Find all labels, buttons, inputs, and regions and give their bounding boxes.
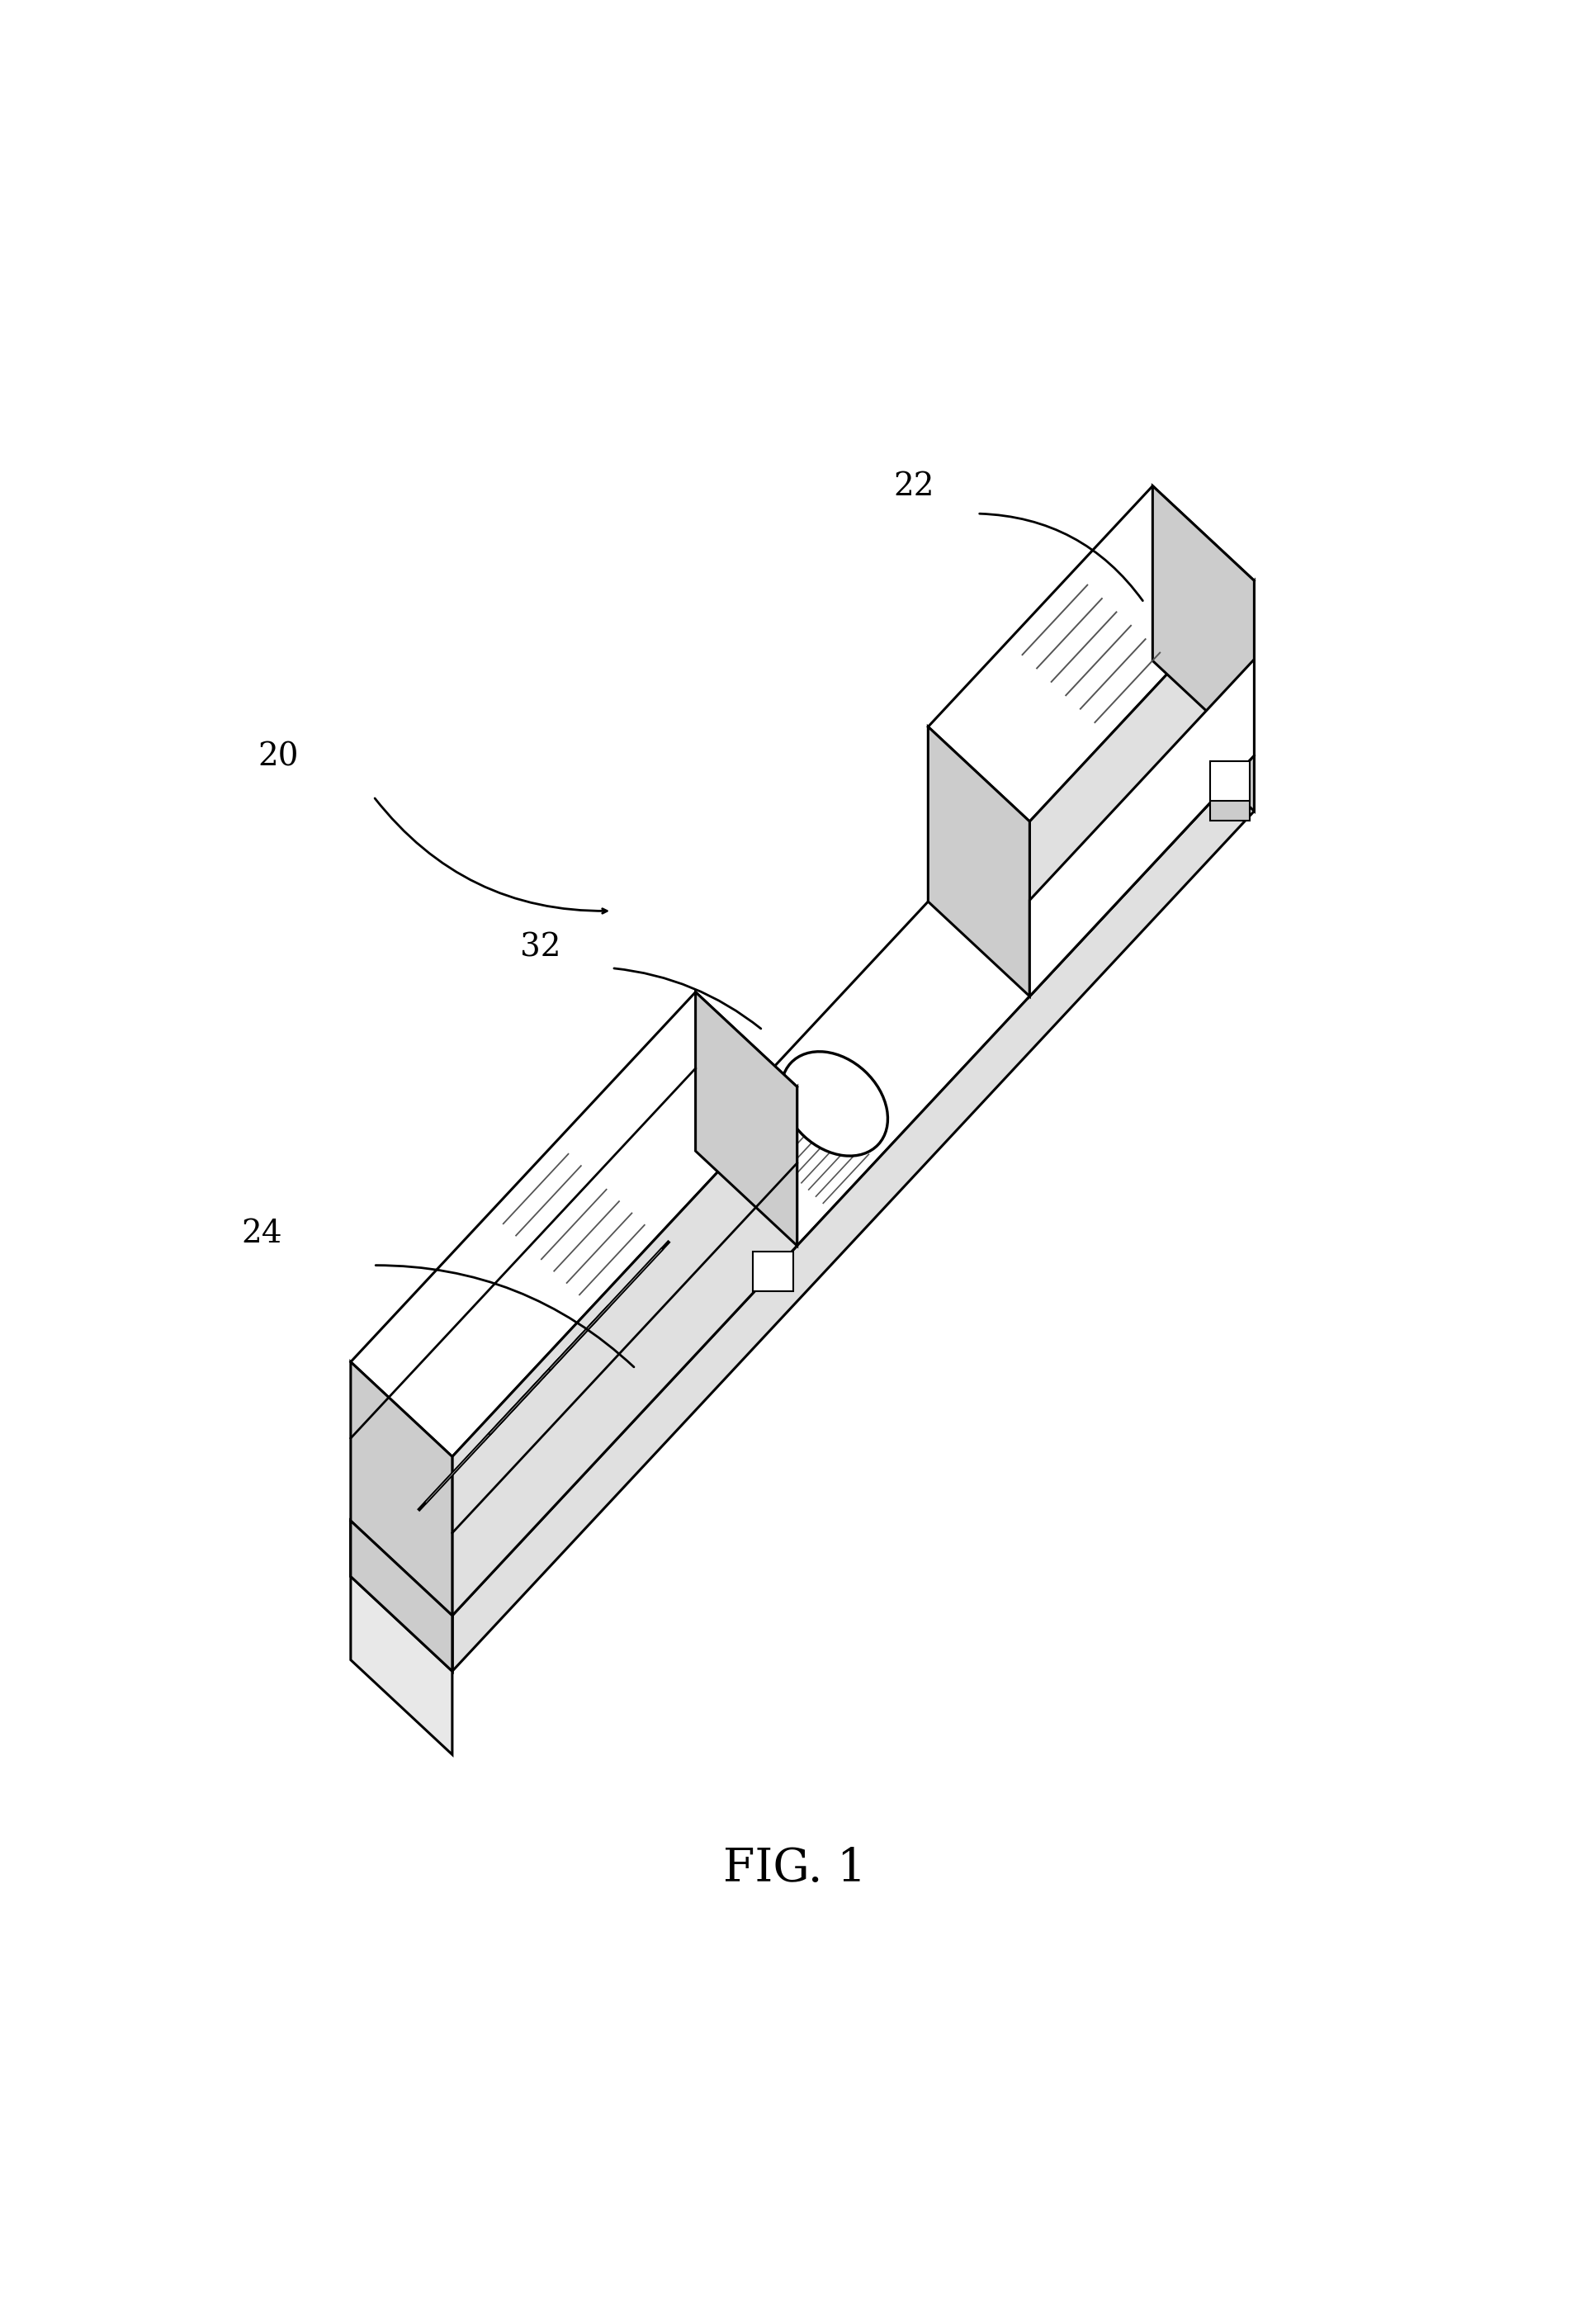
Polygon shape — [351, 1520, 453, 1671]
Polygon shape — [1211, 781, 1251, 820]
Polygon shape — [351, 1520, 453, 1671]
Text: 20: 20 — [257, 741, 299, 772]
Polygon shape — [489, 1313, 602, 1434]
Ellipse shape — [782, 1050, 888, 1155]
Text: 22: 22 — [893, 472, 934, 502]
Polygon shape — [453, 755, 1254, 1671]
Text: FIG. 1: FIG. 1 — [723, 1848, 866, 1892]
Polygon shape — [753, 1253, 793, 1292]
Polygon shape — [351, 660, 1254, 1615]
Polygon shape — [483, 1306, 609, 1441]
Polygon shape — [418, 1373, 545, 1511]
Polygon shape — [696, 992, 798, 1246]
Text: 24: 24 — [242, 1218, 283, 1248]
Polygon shape — [928, 486, 1254, 820]
Polygon shape — [351, 1520, 453, 1671]
Polygon shape — [1211, 762, 1251, 802]
Polygon shape — [1152, 486, 1254, 755]
Polygon shape — [548, 1248, 663, 1371]
Polygon shape — [351, 1362, 453, 1615]
Polygon shape — [351, 1576, 453, 1755]
Polygon shape — [928, 727, 1030, 997]
Text: 32: 32 — [520, 932, 561, 962]
Polygon shape — [1152, 660, 1254, 811]
Polygon shape — [1030, 581, 1254, 997]
Polygon shape — [453, 1088, 798, 1615]
Polygon shape — [542, 1241, 669, 1378]
Polygon shape — [351, 992, 798, 1457]
Polygon shape — [1030, 660, 1254, 997]
Polygon shape — [424, 1380, 539, 1504]
